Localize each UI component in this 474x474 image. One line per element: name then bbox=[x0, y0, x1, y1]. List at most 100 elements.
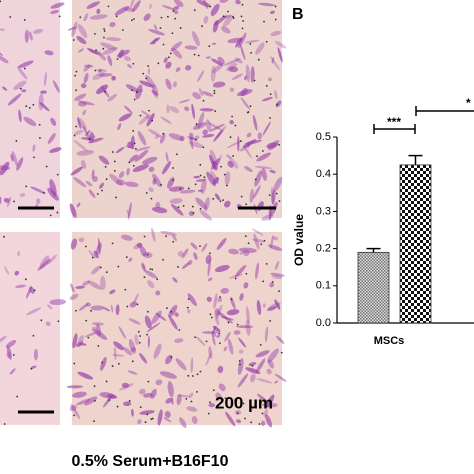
cell bbox=[93, 329, 108, 340]
pore bbox=[32, 334, 35, 337]
cell bbox=[76, 149, 94, 156]
pore bbox=[117, 265, 120, 268]
cell bbox=[172, 81, 177, 88]
cell bbox=[152, 173, 162, 188]
cell bbox=[33, 348, 38, 361]
cell bbox=[45, 321, 51, 326]
pore bbox=[175, 153, 178, 156]
cell bbox=[127, 64, 133, 69]
cell bbox=[250, 373, 256, 383]
pore bbox=[178, 329, 181, 331]
pore bbox=[73, 362, 76, 365]
micrograph bbox=[72, 0, 282, 218]
cell bbox=[0, 196, 2, 205]
cell bbox=[255, 358, 266, 374]
cell bbox=[39, 101, 50, 112]
pore bbox=[177, 266, 179, 268]
cell bbox=[266, 306, 277, 311]
cell bbox=[218, 383, 226, 392]
pore bbox=[262, 150, 264, 152]
pore bbox=[202, 146, 205, 149]
cell bbox=[236, 419, 242, 423]
cell bbox=[47, 304, 53, 310]
cell bbox=[50, 117, 57, 126]
cell bbox=[85, 302, 92, 307]
cell bbox=[184, 106, 190, 112]
cell bbox=[181, 248, 189, 259]
cell bbox=[151, 227, 156, 243]
pore bbox=[151, 119, 154, 122]
cell bbox=[91, 169, 95, 179]
cell bbox=[2, 86, 8, 91]
cell bbox=[177, 251, 184, 257]
cell bbox=[91, 265, 101, 275]
pore bbox=[25, 105, 28, 108]
cell bbox=[21, 89, 27, 93]
pore bbox=[93, 399, 96, 402]
pore bbox=[72, 39, 75, 41]
pore bbox=[94, 32, 96, 35]
pore bbox=[91, 256, 94, 259]
cell bbox=[197, 189, 204, 192]
cell bbox=[154, 38, 159, 42]
cell bbox=[170, 41, 183, 52]
pore bbox=[212, 197, 215, 200]
cell bbox=[245, 39, 260, 44]
cell bbox=[146, 322, 161, 333]
pore bbox=[126, 305, 129, 308]
cell bbox=[109, 289, 116, 295]
cell bbox=[0, 55, 9, 64]
cell bbox=[83, 64, 91, 72]
pore bbox=[258, 423, 261, 425]
pore bbox=[194, 138, 197, 141]
pore bbox=[162, 258, 164, 261]
cell bbox=[155, 312, 167, 321]
cell bbox=[84, 396, 98, 406]
cell bbox=[208, 346, 213, 359]
cell bbox=[30, 365, 37, 369]
cell bbox=[145, 114, 150, 120]
cell bbox=[201, 331, 219, 334]
pore bbox=[117, 362, 120, 365]
cell bbox=[181, 262, 190, 269]
cell bbox=[153, 343, 162, 359]
cell bbox=[213, 129, 224, 142]
cell bbox=[266, 394, 275, 408]
pore bbox=[105, 271, 108, 274]
cell bbox=[161, 5, 175, 10]
cell bbox=[193, 252, 198, 261]
cell bbox=[238, 349, 244, 354]
pore bbox=[172, 167, 174, 169]
cell bbox=[50, 9, 59, 14]
cell bbox=[123, 347, 133, 356]
cell bbox=[148, 129, 162, 138]
cell bbox=[154, 24, 158, 31]
pore bbox=[128, 400, 131, 402]
pore bbox=[132, 129, 135, 132]
cell bbox=[0, 335, 7, 345]
pore bbox=[232, 17, 235, 20]
cell bbox=[96, 8, 101, 15]
cell bbox=[130, 347, 137, 353]
pore bbox=[38, 123, 41, 126]
cell bbox=[85, 180, 93, 187]
pore bbox=[218, 342, 221, 345]
pore bbox=[136, 91, 138, 94]
cell bbox=[157, 409, 163, 426]
pore bbox=[259, 343, 262, 346]
cell bbox=[257, 132, 263, 140]
cell bbox=[159, 371, 177, 379]
pore bbox=[24, 278, 27, 281]
cell bbox=[256, 152, 271, 162]
pore bbox=[240, 195, 243, 198]
pore bbox=[220, 165, 222, 168]
pore bbox=[147, 380, 150, 383]
pore bbox=[115, 15, 118, 18]
cell bbox=[137, 419, 142, 425]
cell bbox=[163, 57, 168, 63]
pore bbox=[227, 321, 230, 324]
cell bbox=[202, 91, 214, 97]
pore bbox=[179, 27, 182, 29]
pore bbox=[33, 289, 36, 292]
pore bbox=[213, 92, 216, 95]
